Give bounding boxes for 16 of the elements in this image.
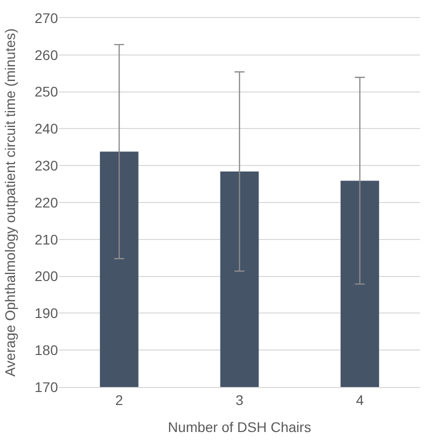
y-axis-title: Average Ophthalmology outpatient circuit time (minutes) — [2, 28, 18, 377]
y-tick-label: 200 — [34, 268, 58, 284]
y-tick-label: 210 — [34, 231, 58, 248]
x-tick-label: 3 — [236, 392, 244, 408]
x-tick-label: 2 — [115, 392, 124, 408]
y-tick-label: 190 — [34, 305, 58, 322]
y-tick-label: 230 — [34, 158, 58, 174]
y-tick-label: 180 — [34, 342, 58, 358]
y-tick-label: 250 — [34, 84, 58, 100]
y-tick-label: 240 — [34, 120, 58, 137]
y-tick-label: 270 — [34, 10, 58, 26]
y-tick-label: 220 — [34, 194, 58, 210]
x-axis-title: Number of DSH Chairs — [168, 419, 312, 436]
y-tick-label: 170 — [34, 378, 58, 395]
y-tick-label: 260 — [34, 46, 58, 63]
x-tick-label: 4 — [356, 392, 364, 408]
